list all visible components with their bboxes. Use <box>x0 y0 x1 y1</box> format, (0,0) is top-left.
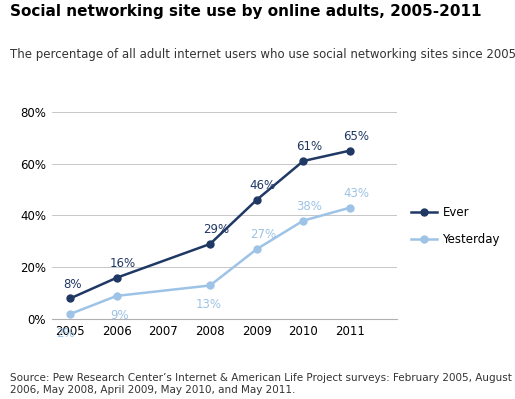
Ever <box>253 198 260 202</box>
Text: Source: Pew Research Center’s Internet & American Life Project surveys: February: Source: Pew Research Center’s Internet &… <box>10 373 512 395</box>
Text: 46%: 46% <box>250 179 276 192</box>
Yesterday <box>347 205 353 210</box>
Text: 43%: 43% <box>343 187 369 200</box>
Yesterday <box>114 294 120 298</box>
Text: The percentage of all adult internet users who use social networking sites since: The percentage of all adult internet use… <box>10 48 515 61</box>
Text: 29%: 29% <box>203 223 229 236</box>
Ever <box>67 296 73 301</box>
Text: Social networking site use by online adults, 2005-2011: Social networking site use by online adu… <box>10 4 482 19</box>
Text: 65%: 65% <box>343 130 369 143</box>
Text: 27%: 27% <box>250 228 276 241</box>
Ever <box>300 159 306 164</box>
Yesterday <box>67 312 73 316</box>
Line: Ever: Ever <box>66 147 353 302</box>
Text: 8%: 8% <box>63 278 82 290</box>
Yesterday <box>207 283 213 288</box>
Text: 9%: 9% <box>110 309 128 322</box>
Text: 13%: 13% <box>196 298 222 312</box>
Yesterday <box>300 218 306 223</box>
Text: 38%: 38% <box>296 200 322 213</box>
Ever <box>114 275 120 280</box>
Text: 2%: 2% <box>56 327 75 340</box>
Line: Yesterday: Yesterday <box>66 204 353 318</box>
Ever <box>347 148 353 153</box>
Legend: Ever, Yesterday: Ever, Yesterday <box>406 201 505 251</box>
Ever <box>207 242 213 247</box>
Text: 16%: 16% <box>110 257 136 270</box>
Text: 61%: 61% <box>296 140 322 153</box>
Yesterday <box>253 247 260 252</box>
